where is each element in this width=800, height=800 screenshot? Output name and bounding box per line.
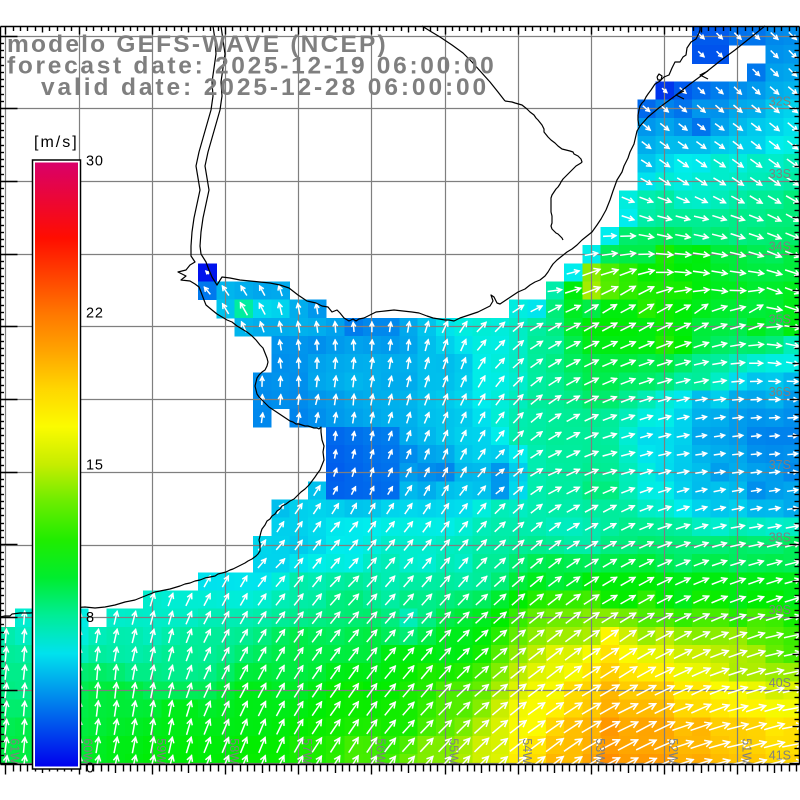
svg-text:55W: 55W (447, 738, 461, 764)
svg-text:forecast date: 2025-12-19 06:0: forecast date: 2025-12-19 06:00:00 (7, 53, 496, 80)
svg-text:41S: 41S (769, 749, 791, 763)
svg-text:[m/s]: [m/s] (34, 134, 79, 151)
svg-text:52W: 52W (666, 738, 680, 764)
svg-text:57W: 57W (300, 738, 314, 764)
svg-text:58W: 58W (227, 738, 241, 764)
svg-text:39S: 39S (769, 603, 791, 617)
svg-text:34S: 34S (769, 240, 791, 254)
svg-text:36S: 36S (769, 385, 791, 399)
svg-text:35S: 35S (769, 312, 791, 326)
svg-text:61W: 61W (7, 738, 21, 764)
svg-text:30: 30 (86, 154, 104, 170)
svg-text:37S: 37S (769, 458, 791, 472)
svg-text:valid date: 2025-12-28 06:00:0: valid date: 2025-12-28 06:00:00 (41, 74, 489, 101)
svg-text:8: 8 (86, 610, 95, 626)
svg-text:56W: 56W (373, 738, 387, 764)
svg-text:40S: 40S (769, 676, 791, 690)
svg-text:51W: 51W (739, 738, 753, 764)
svg-text:38S: 38S (769, 531, 791, 545)
svg-text:0: 0 (86, 761, 95, 777)
svg-text:60W: 60W (81, 738, 95, 764)
svg-text:53W: 53W (593, 738, 607, 764)
svg-text:modelo GEFS-WAVE (NCEP): modelo GEFS-WAVE (NCEP) (7, 31, 388, 58)
svg-text:33S: 33S (769, 167, 791, 181)
svg-text:59W: 59W (154, 738, 168, 764)
svg-text:32S: 32S (769, 94, 791, 108)
svg-text:22: 22 (86, 306, 104, 322)
svg-text:54W: 54W (520, 738, 534, 764)
svg-text:15: 15 (86, 458, 104, 474)
